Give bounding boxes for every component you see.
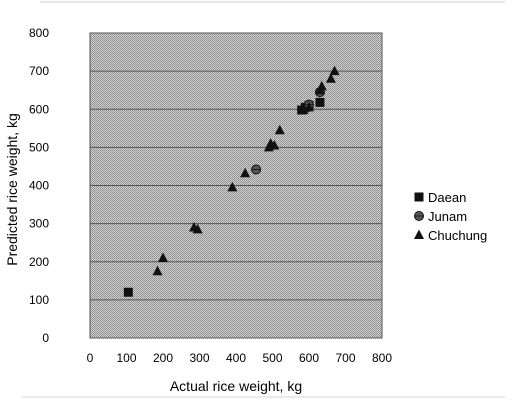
data-point-chuchung: [329, 65, 340, 76]
legend-marker-daean: [414, 192, 424, 202]
data-point-chuchung: [269, 139, 280, 150]
tick-labels: 0 100 200 300 400 500 600 700 800 0 100 200 300 400 50…: [29, 26, 392, 365]
legend: Daean Junam Chuchung: [409, 183, 509, 247]
data-point-chuchung: [325, 73, 336, 83]
y-tick-label: 800: [29, 26, 49, 40]
y-tick-label: 400: [29, 179, 49, 193]
data-point-chuchung: [304, 101, 314, 112]
legend-label-chuchung: Chuchung: [428, 228, 487, 243]
legend-label-daean: Daean: [428, 190, 466, 205]
y-tick-label: 200: [29, 255, 49, 269]
data-point-chuchung: [158, 252, 168, 262]
y-tick-label: 700: [29, 64, 49, 78]
data-point-chuchung: [227, 181, 238, 192]
legend-marker-chuchung: [414, 229, 424, 239]
y-tick-label: 300: [29, 217, 49, 231]
x-tick-label: 0: [87, 351, 94, 365]
legend-label-junam: Junam: [428, 209, 467, 224]
x-tick-label: 700: [335, 351, 355, 365]
data-point-chuchung: [274, 124, 285, 135]
y-tick-label: 500: [29, 140, 49, 154]
x-tick-label: 300: [189, 351, 209, 365]
x-tick-label: 400: [226, 351, 246, 365]
data-point-chuchung: [298, 104, 309, 115]
data-point-chuchung: [192, 223, 203, 234]
data-point-chuchung: [152, 265, 163, 276]
data-point-daean: [123, 287, 133, 297]
data-point-chuchung: [240, 167, 251, 178]
legend-marker-junam: [414, 211, 424, 221]
y-tick-label: 100: [29, 293, 49, 307]
x-tick-label: 100: [116, 351, 136, 365]
x-tick-label: 200: [153, 351, 173, 365]
data-points: [123, 65, 340, 297]
data-point-junam: [251, 164, 262, 175]
y-axis-title: Predicted rice weight, kg: [4, 113, 20, 266]
data-point-daean: [315, 97, 325, 107]
legend-box: [409, 183, 509, 247]
data-point-chuchung: [316, 80, 327, 91]
y-tick-label: 0: [42, 331, 49, 345]
x-tick-label: 800: [372, 351, 392, 365]
x-axis-title: Actual rice weight, kg: [170, 378, 302, 394]
x-tick-label: 600: [299, 351, 319, 365]
x-tick-label: 500: [262, 351, 282, 365]
y-tick-label: 600: [29, 102, 49, 116]
